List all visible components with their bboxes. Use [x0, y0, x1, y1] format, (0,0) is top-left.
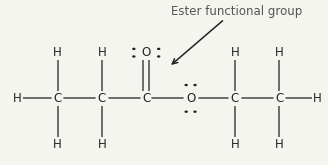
- Text: H: H: [53, 46, 62, 59]
- Text: C: C: [187, 92, 195, 105]
- Circle shape: [185, 111, 187, 112]
- Text: H: H: [275, 138, 284, 150]
- Circle shape: [185, 84, 187, 85]
- Text: H: H: [275, 46, 284, 59]
- Text: H: H: [231, 46, 239, 59]
- Circle shape: [133, 56, 135, 57]
- Text: O: O: [142, 46, 151, 59]
- Text: H: H: [231, 138, 239, 150]
- Text: H: H: [97, 46, 106, 59]
- Circle shape: [158, 48, 160, 49]
- Text: H: H: [313, 92, 321, 105]
- Text: H: H: [53, 138, 62, 150]
- Circle shape: [194, 84, 196, 85]
- Text: C: C: [53, 92, 62, 105]
- Text: C: C: [142, 92, 151, 105]
- Text: Ester functional group: Ester functional group: [171, 5, 302, 18]
- Text: C: C: [231, 92, 239, 105]
- Circle shape: [158, 56, 160, 57]
- Text: H: H: [97, 138, 106, 150]
- Text: C: C: [98, 92, 106, 105]
- Text: H: H: [13, 92, 22, 105]
- Text: C: C: [275, 92, 283, 105]
- Text: O: O: [186, 92, 195, 105]
- Circle shape: [194, 111, 196, 112]
- Circle shape: [133, 48, 135, 49]
